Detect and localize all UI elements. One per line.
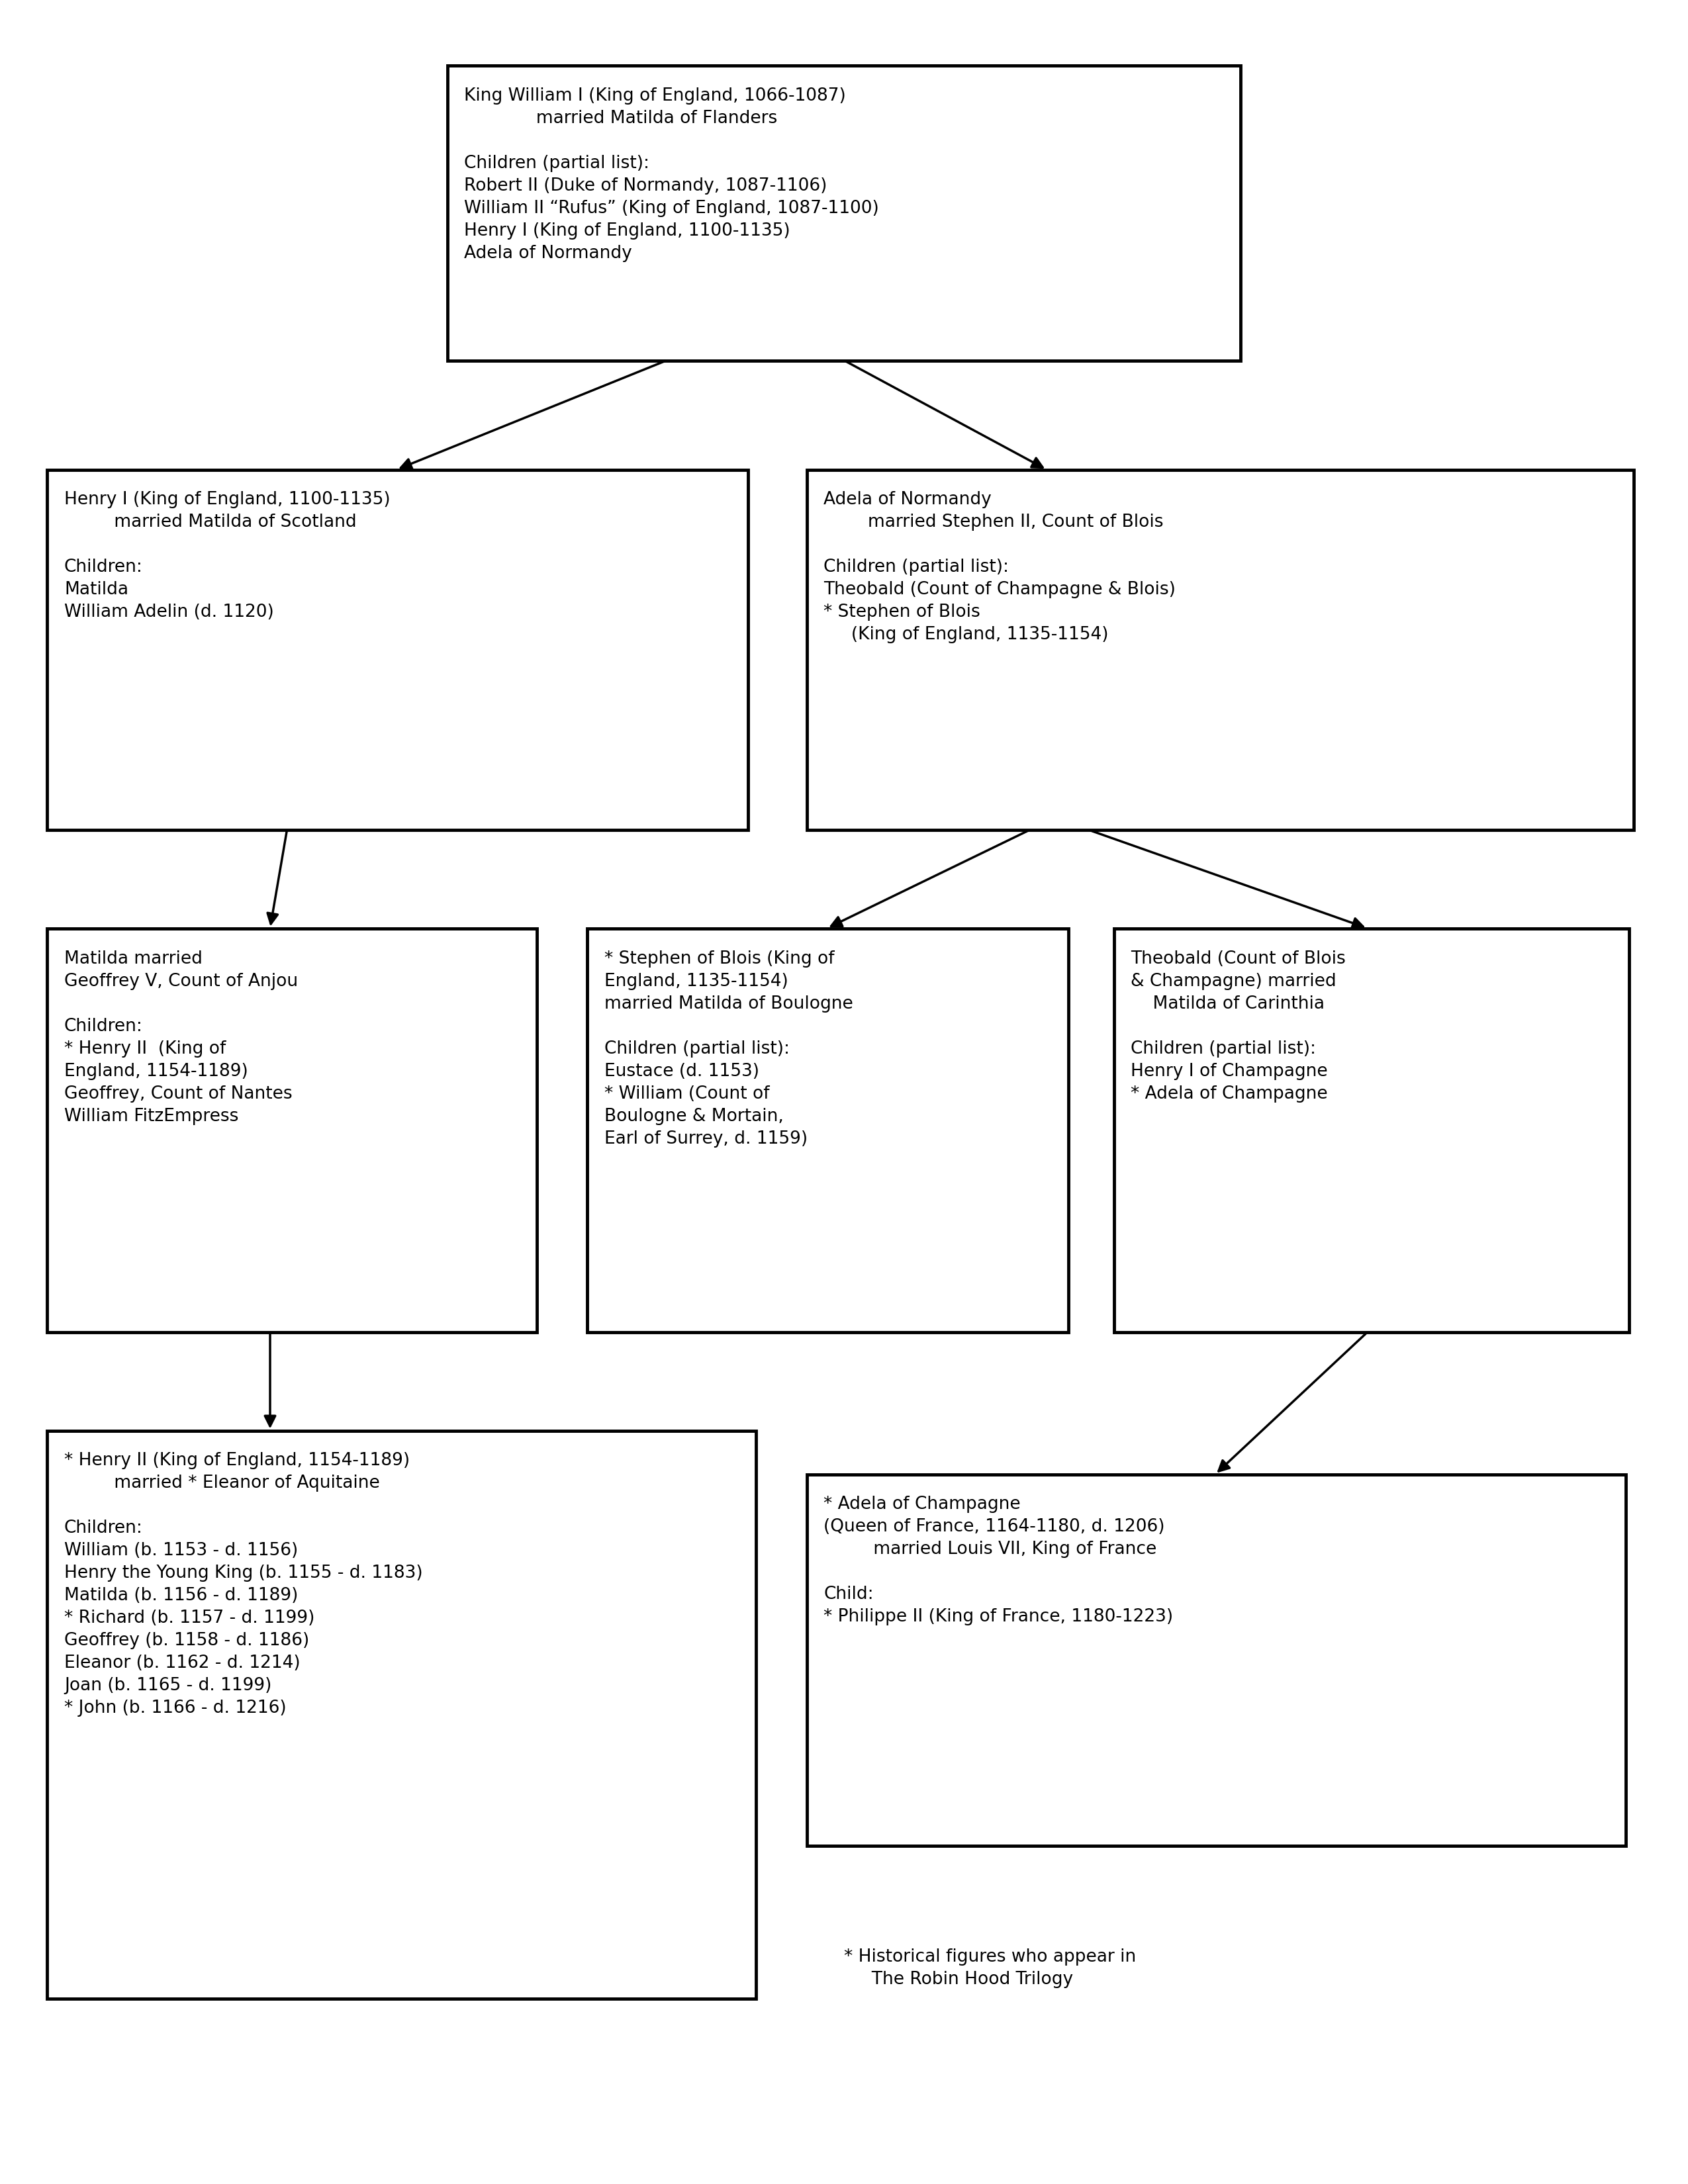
FancyBboxPatch shape: [47, 470, 748, 830]
Text: Henry I (King of England, 1100-1135)
         married Matilda of Scotland

Child: Henry I (King of England, 1100-1135) mar…: [64, 491, 390, 620]
FancyBboxPatch shape: [1114, 928, 1629, 1332]
FancyBboxPatch shape: [807, 1474, 1626, 1845]
FancyBboxPatch shape: [447, 66, 1241, 360]
Text: Matilda married
Geoffrey V, Count of Anjou

Children:
* Henry II  (King of
Engla: Matilda married Geoffrey V, Count of Anj…: [64, 950, 297, 1125]
Text: King William I (King of England, 1066-1087)
             married Matilda of Flan: King William I (King of England, 1066-10…: [464, 87, 879, 262]
FancyBboxPatch shape: [47, 928, 537, 1332]
FancyBboxPatch shape: [807, 470, 1634, 830]
Text: * Stephen of Blois (King of
England, 1135-1154)
married Matilda of Boulogne

Chi: * Stephen of Blois (King of England, 113…: [604, 950, 852, 1147]
Text: * Adela of Champagne
(Queen of France, 1164-1180, d. 1206)
         married Loui: * Adela of Champagne (Queen of France, 1…: [824, 1496, 1173, 1625]
FancyBboxPatch shape: [587, 928, 1069, 1332]
Text: * Henry II (King of England, 1154-1189)
         married * Eleanor of Aquitaine
: * Henry II (King of England, 1154-1189) …: [64, 1452, 422, 1717]
FancyBboxPatch shape: [47, 1431, 756, 1998]
Text: Theobald (Count of Blois
& Champagne) married
    Matilda of Carinthia

Children: Theobald (Count of Blois & Champagne) ma…: [1131, 950, 1345, 1103]
Text: * Historical figures who appear in
     The Robin Hood Trilogy: * Historical figures who appear in The R…: [844, 1948, 1136, 1987]
Text: Adela of Normandy
        married Stephen II, Count of Blois

Children (partial : Adela of Normandy married Stephen II, Co…: [824, 491, 1177, 644]
